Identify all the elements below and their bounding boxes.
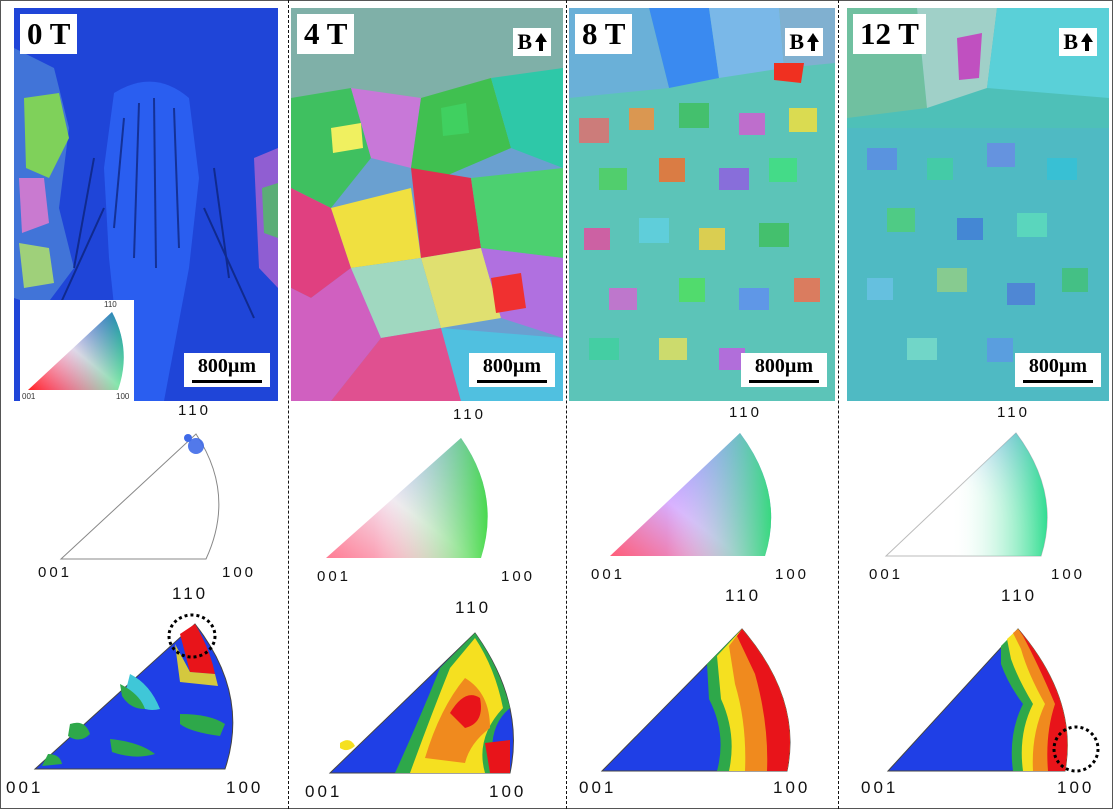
legend-left-label: 001 xyxy=(22,392,36,401)
ipf-scatter-top-label: 110 xyxy=(729,404,762,421)
ipf-scatter-right-label: 100 xyxy=(501,568,536,585)
ipf-contour-right-label: 100 xyxy=(489,782,527,801)
field-label: 4 T xyxy=(297,14,355,54)
panel-4T: 4 T B 800µm 110 001 100 110 001 100 xyxy=(289,0,565,809)
panel-12T: 12 T B 800µm 110 001 100 110 001 100 xyxy=(839,0,1111,809)
ipf-scatter-top-label: 110 xyxy=(997,404,1030,421)
ipf-contour-top-label: 110 xyxy=(172,584,209,603)
ebsd-map-12T: 12 T B 800µm xyxy=(847,8,1109,401)
ebsd-map-8T: 8 T B 800µm xyxy=(569,8,835,401)
highlight-circle-100 xyxy=(1052,725,1100,773)
ipf-scatter-left-label: 001 xyxy=(869,566,904,583)
ipf-contour-12T xyxy=(886,628,1068,772)
scale-bar: 800µm xyxy=(1015,353,1101,387)
ipf-contour-left-label: 001 xyxy=(861,778,899,797)
arrow-up-icon xyxy=(1081,33,1093,51)
ipf-contour-right-label: 100 xyxy=(773,778,811,797)
arrow-up-icon xyxy=(807,33,819,51)
ipf-scatter-right-label: 100 xyxy=(222,564,257,581)
ipf-contour-left-label: 001 xyxy=(305,782,343,801)
ipf-contour-left-label: 001 xyxy=(579,778,617,797)
magnetic-field-direction: B xyxy=(513,28,551,56)
scale-bar: 800µm xyxy=(184,353,270,387)
ebsd-map-0T: 0 T 110 001 100 800µm xyxy=(14,8,278,401)
ipf-color-legend: 110 001 100 xyxy=(20,300,134,401)
field-label: 0 T xyxy=(20,14,78,54)
field-label: 8 T xyxy=(575,14,633,54)
magnetic-field-direction: B xyxy=(1059,28,1097,56)
panel-0T: 0 T 110 001 100 800µm xyxy=(0,0,288,809)
ipf-scatter-12T xyxy=(884,432,1048,557)
panel-divider xyxy=(838,0,839,809)
ipf-scatter-4T xyxy=(326,438,488,558)
arrow-up-icon xyxy=(535,33,547,51)
panel-8T: 8 T B 800µm 110 001 100 110 001 100 xyxy=(567,0,837,809)
panel-divider xyxy=(566,0,567,809)
legend-top-label: 110 xyxy=(104,300,117,309)
ipf-contour-0T xyxy=(33,623,234,770)
ipf-scatter-right-label: 100 xyxy=(775,566,810,583)
ipf-scatter-8T xyxy=(610,433,772,556)
field-label: 12 T xyxy=(853,14,926,54)
ipf-contour-top-label: 110 xyxy=(1001,586,1038,605)
ipf-contour-top-label: 110 xyxy=(725,586,762,605)
ipf-scatter-top-label: 110 xyxy=(453,406,486,423)
ipf-contour-8T xyxy=(600,628,791,772)
ipf-scatter-right-label: 100 xyxy=(1051,566,1086,583)
panel-divider xyxy=(288,0,289,809)
scale-bar: 800µm xyxy=(469,353,555,387)
ipf-contour-left-label: 001 xyxy=(6,778,44,797)
ipf-scatter-0T xyxy=(59,433,220,560)
ipf-contour-top-label: 110 xyxy=(455,598,492,617)
legend-right-label: 100 xyxy=(116,392,130,401)
ipf-contour-right-label: 100 xyxy=(226,778,264,797)
magnetic-field-direction: B xyxy=(785,28,823,56)
ipf-contour-4T xyxy=(328,632,514,774)
ipf-scatter-left-label: 001 xyxy=(317,568,352,585)
ipf-scatter-left-label: 001 xyxy=(591,566,626,583)
ipf-contour-right-label: 100 xyxy=(1057,778,1095,797)
ipf-scatter-top-label: 110 xyxy=(178,402,211,419)
scale-bar: 800µm xyxy=(741,353,827,387)
ipf-scatter-left-label: 001 xyxy=(38,564,73,581)
highlight-circle-110 xyxy=(167,613,217,659)
ebsd-map-4T: 4 T B 800µm xyxy=(291,8,563,401)
